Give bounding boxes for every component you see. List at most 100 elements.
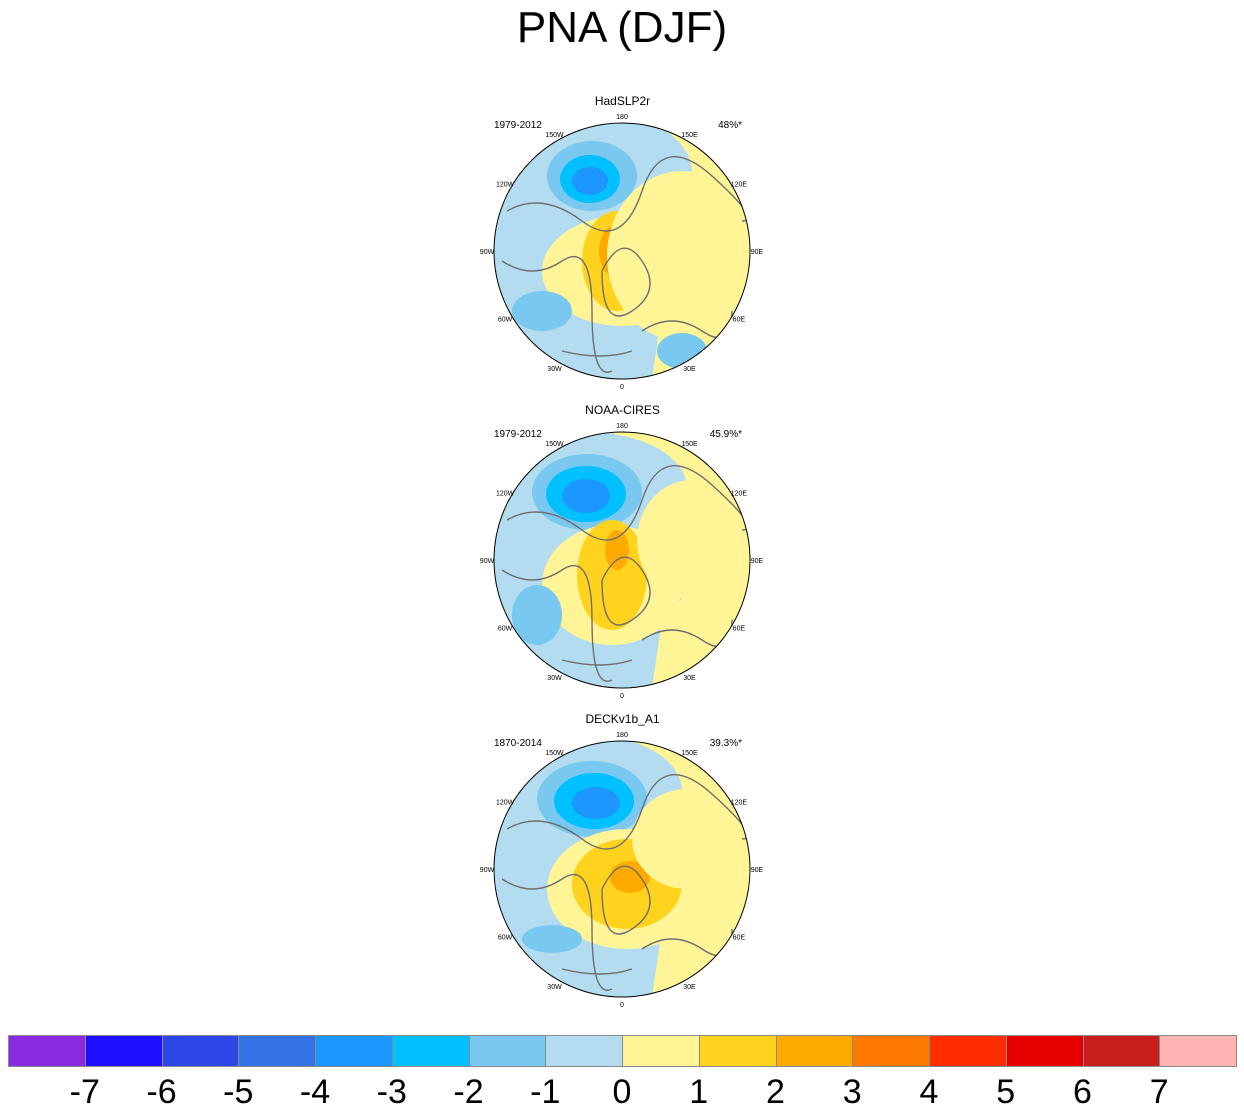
panel-years: 1979-2012 [494, 120, 542, 131]
map-boundary [493, 740, 751, 998]
longitude-label: 120W [496, 491, 515, 498]
anomaly-contour [522, 925, 582, 953]
longitude-label: 90E [751, 558, 764, 565]
colorbar-tick-label: 7 [1149, 1073, 1169, 1111]
map-panel-deckv1b-a1: DECKv1b_A1 1870-2014 39.3%* 180 150E 120E 9… [470, 712, 775, 1012]
longitude-label: 120W [496, 182, 515, 189]
colorbar-swatch [468, 1035, 547, 1067]
coastline [561, 968, 633, 975]
coastline [506, 774, 749, 850]
colorbar-swatch [8, 1035, 86, 1067]
coastline [501, 873, 613, 991]
longitude-label: 60E [733, 626, 746, 633]
longitude-label: 60E [733, 317, 746, 324]
anomaly-contour [637, 480, 747, 600]
longitude-label: 60W [498, 317, 513, 324]
panel-title: DECKv1b_A1 [585, 712, 660, 726]
colorbar-swatch [852, 1035, 930, 1067]
longitude-label: 180 [616, 732, 628, 739]
anomaly-contour [610, 861, 650, 893]
colorbar-swatch [1005, 1035, 1084, 1067]
longitude-label: 120W [496, 800, 515, 807]
colorbar-swatch [161, 1035, 240, 1067]
panel-years: 1870-2014 [494, 738, 542, 749]
longitude-label: 90W [480, 558, 495, 565]
longitude-label: 60E [733, 935, 746, 942]
polar-map: 180 150E 120E 90E 60E 30E 0 30W 60W 90W 120W 150W [480, 423, 764, 700]
anomaly-contour [605, 530, 629, 570]
colorbar-tick-label: 3 [842, 1073, 862, 1111]
colorbar-tick-label: 4 [919, 1073, 939, 1111]
colorbar-swatch [545, 1035, 623, 1067]
longitude-label: 0 [620, 384, 624, 391]
longitude-label: 30W [547, 984, 562, 991]
coastline [506, 465, 749, 541]
anomaly-contour [562, 479, 610, 513]
longitude-label: 150E [681, 132, 698, 139]
longitude-label: 120E [731, 800, 748, 807]
coastline [561, 350, 633, 357]
coastline [561, 659, 633, 666]
panel-variance-explained: 39.3%* [709, 738, 742, 749]
polar-map: 180 150E 120E 90E 60E 30E 0 30W 60W 90W 120W 150W [480, 114, 764, 391]
colorbar-swatch [622, 1035, 700, 1067]
map-panel-noaa-cires: NOAA-CIRES 1979-2012 45.9%* 180 150E 120E 9… [470, 403, 775, 703]
panel-years: 1979-2012 [494, 429, 542, 440]
longitude-label: 120E [731, 491, 748, 498]
panel-variance-explained: 48%* [718, 120, 742, 131]
coastline [601, 556, 651, 626]
colorbar-tick-label: 2 [766, 1073, 785, 1111]
colorbar-tick-label: -2 [453, 1073, 484, 1111]
longitude-label: 90E [751, 249, 764, 256]
colorbar-swatch [698, 1035, 777, 1067]
colorbar-swatch [391, 1035, 470, 1067]
map-panel-hadslp2r: HadSLP2r 1979-2012 48%* 180 150E 120E 90E 60… [470, 94, 775, 394]
longitude-label: 120E [731, 182, 748, 189]
longitude-label: 180 [616, 423, 628, 430]
longitude-label: 60W [498, 626, 513, 633]
anomaly-contour [632, 789, 742, 889]
longitude-label: 30E [683, 675, 696, 682]
colorbar [8, 1035, 1237, 1069]
colorbar-swatch [1159, 1035, 1237, 1067]
panel-title: HadSLP2r [594, 94, 651, 108]
colorbar-tick-label: -5 [223, 1073, 254, 1111]
colorbar-tick-label: 0 [612, 1073, 632, 1111]
longitude-label: 150W [545, 132, 564, 139]
colorbar-swatch [775, 1035, 854, 1067]
colorbar-tick-label: 6 [1073, 1073, 1092, 1111]
panel-title: NOAA-CIRES [585, 403, 660, 417]
colorbar-tick-label: -7 [69, 1073, 100, 1111]
longitude-label: 150E [681, 750, 698, 757]
polar-map: 180 150E 120E 90E 60E 30E 0 30W 60W 90W 120W 150W [480, 732, 764, 1009]
anomaly-contour [572, 167, 608, 195]
anomaly-contour [572, 787, 620, 819]
longitude-label: 30W [547, 366, 562, 373]
panel-variance-explained: 45.9%* [709, 429, 742, 440]
coastline [601, 865, 651, 935]
colorbar-tick-label: -1 [530, 1073, 561, 1111]
anomaly-contour [512, 585, 562, 645]
colorbar-swatch [84, 1035, 163, 1067]
figure-title: PNA (DJF) [516, 3, 728, 52]
colorbar-tick-label: 1 [689, 1073, 709, 1111]
coastline [501, 564, 613, 682]
longitude-label: 0 [620, 1002, 624, 1009]
colorbar-swatch [929, 1035, 1007, 1067]
anomaly-contour [577, 520, 647, 630]
longitude-label: 30W [547, 675, 562, 682]
longitude-label: 150W [545, 750, 564, 757]
anomaly-contour [607, 171, 750, 341]
map-boundary [493, 431, 751, 689]
map-boundary [493, 122, 751, 380]
longitude-label: 90W [480, 867, 495, 874]
longitude-label: 0 [620, 693, 624, 700]
colorbar-tick-label: -4 [299, 1073, 331, 1111]
colorbar-swatch [238, 1035, 316, 1067]
longitude-label: 60W [498, 935, 513, 942]
longitude-label: 150E [681, 441, 698, 448]
colorbar-tick-label: -3 [376, 1073, 407, 1111]
coastline [506, 156, 749, 232]
longitude-label: 180 [616, 114, 628, 121]
longitude-label: 30E [683, 366, 696, 373]
